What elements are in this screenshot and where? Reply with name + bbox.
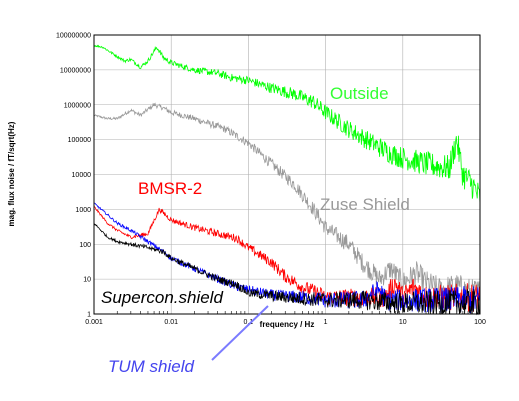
y-tick-label: 1000 xyxy=(75,207,91,214)
x-axis-label: frequency / Hz xyxy=(260,320,315,329)
annotation-bmsr-2: BMSR-2 xyxy=(138,179,202,198)
y-tick-label: 10 xyxy=(83,277,91,284)
series-line-outside xyxy=(93,44,481,205)
tick-labels: 0.001 0.01 0.1 1 10 100 1 10 100 1000 10000 100000 1… xyxy=(56,33,486,327)
series-line-supercon-shield xyxy=(93,222,481,316)
x-tick-label: 0.001 xyxy=(85,319,103,326)
plot-frame xyxy=(93,34,481,315)
y-tick-label: 10000 xyxy=(72,172,92,179)
y-tick-label: 100 xyxy=(79,242,91,249)
series-layer xyxy=(93,44,481,316)
y-tick-label: 100000 xyxy=(68,137,91,144)
y-tick-label: 10000000 xyxy=(60,67,91,74)
x-tick-label: 10 xyxy=(399,319,407,326)
series-line-bmsr-2 xyxy=(93,205,481,313)
x-tick-label: 1 xyxy=(324,319,328,326)
annotation-outside: Outside xyxy=(330,84,389,103)
series-line-zuse-shield xyxy=(93,102,481,309)
x-tick-label: 0.1 xyxy=(244,319,254,326)
y-tick-label: 100000000 xyxy=(56,33,91,40)
tum-shield-pointer xyxy=(211,305,269,361)
x-tick-label: 0.01 xyxy=(164,319,178,326)
y-tick-label: 1000000 xyxy=(64,102,91,109)
annotation-tum-shield: TUM shield xyxy=(108,357,195,376)
annotation-supercon-shield: Supercon.shield xyxy=(101,288,223,307)
annotation-zuse-shield: Zuse Shield xyxy=(320,195,410,214)
y-tick-label: 1 xyxy=(87,312,91,319)
y-axis-label: mag. flux noise / fT/sqrt(Hz) xyxy=(7,121,16,226)
x-tick-label: 100 xyxy=(474,319,486,326)
